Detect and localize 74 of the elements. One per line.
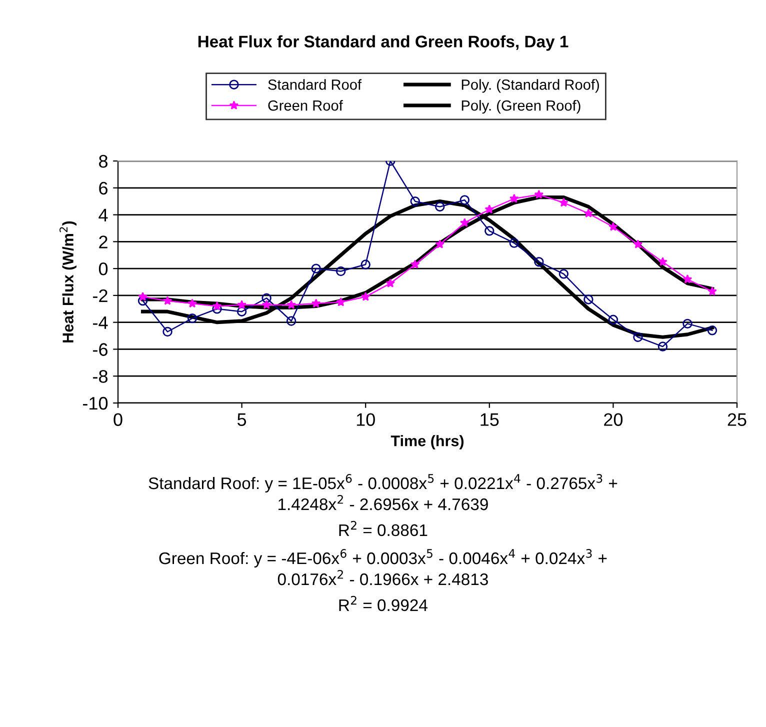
- legend-label: Green Roof: [268, 100, 343, 111]
- point: [138, 296, 148, 306]
- point: [311, 298, 321, 308]
- y-tick-label: -2: [93, 289, 108, 302]
- point: [707, 326, 718, 336]
- point: [435, 202, 445, 212]
- point: [608, 314, 618, 325]
- point: [460, 195, 470, 205]
- point: [410, 196, 420, 206]
- point: [138, 292, 148, 301]
- y-tick-label: -4: [93, 316, 108, 329]
- point: [162, 296, 172, 305]
- point: [558, 269, 569, 279]
- point: [608, 222, 618, 231]
- y-tick-label: 2: [99, 236, 108, 248]
- y-tick-label: -6: [93, 343, 108, 356]
- point: [410, 260, 420, 269]
- point: [633, 239, 643, 248]
- point: [236, 306, 247, 316]
- point: [286, 316, 296, 326]
- point: [162, 326, 172, 337]
- point: [708, 286, 717, 296]
- point: [584, 208, 594, 218]
- point: [188, 298, 197, 308]
- point: [311, 264, 321, 274]
- legend-label: Poly. (Standard Roof): [462, 79, 599, 93]
- point: [237, 300, 246, 309]
- y-tick-label: 8: [99, 154, 108, 168]
- x-tick-label: 0: [114, 413, 122, 426]
- text: R$^{2}$ = 0.8861: [339, 520, 428, 536]
- y-tick-label: 0: [98, 262, 108, 276]
- point: [559, 198, 568, 207]
- point: [286, 300, 296, 309]
- y-tick-label: 6: [99, 182, 108, 195]
- x-tick-label: 5: [238, 413, 246, 426]
- point: [534, 190, 544, 199]
- point: [212, 301, 222, 310]
- point: [510, 194, 519, 203]
- point: [484, 204, 494, 214]
- point: [534, 256, 544, 267]
- point: [262, 293, 272, 303]
- chart-title: Heat Flux for Standard and Green Roofs, Day 1: [198, 35, 568, 51]
- point: [212, 304, 222, 314]
- y-tick-label: -10: [82, 396, 108, 410]
- point: [658, 256, 668, 266]
- point: [509, 238, 520, 248]
- y-tick-label: -8: [93, 370, 108, 383]
- point: [682, 318, 692, 329]
- point: [484, 226, 494, 236]
- text: Standard Roof: y = 1E-05x$^{6}$ - 0.0008x$^{5}$ + 0.0221x$^{4}$ - 0.2765x$^{3}$ + 1.4248x$^{2}$ - 2.6956x + 4.7639: [148, 474, 618, 510]
- x-axis-title: Time (hrs): [390, 435, 464, 450]
- x-tick-label: 25: [728, 413, 746, 426]
- legend-label: Poly. (Green Roof): [462, 100, 580, 114]
- point: [460, 218, 470, 227]
- point: [360, 292, 370, 301]
- text: Green Roof: y = -4E-06x$^{6}$ + 0.0003x$^{5}$ - 0.0046x$^{4}$ + 0.024x$^{3}$ + 0.0176x$^{2}$ - 0.1966x + 2.4813: [159, 549, 607, 586]
- point: [336, 297, 346, 306]
- point: [187, 313, 198, 324]
- point: [336, 266, 346, 276]
- point: [633, 332, 643, 342]
- point: [682, 274, 692, 284]
- text: R$^{2}$ = 0.9924: [339, 596, 428, 612]
- point: [262, 300, 272, 309]
- point: [658, 342, 668, 352]
- point: [435, 239, 445, 248]
- legend-label: Standard Roof: [268, 79, 362, 90]
- point: [360, 260, 370, 270]
- x-tick-label: 10: [356, 413, 375, 426]
- point: [386, 278, 396, 288]
- y-axis-title: Heat Flux (W/m$^{2}$): [60, 221, 76, 342]
- x-tick-label: 20: [604, 413, 623, 426]
- point: [584, 294, 594, 304]
- y-tick-label: 4: [98, 208, 108, 222]
- x-tick-label: 15: [480, 413, 499, 426]
